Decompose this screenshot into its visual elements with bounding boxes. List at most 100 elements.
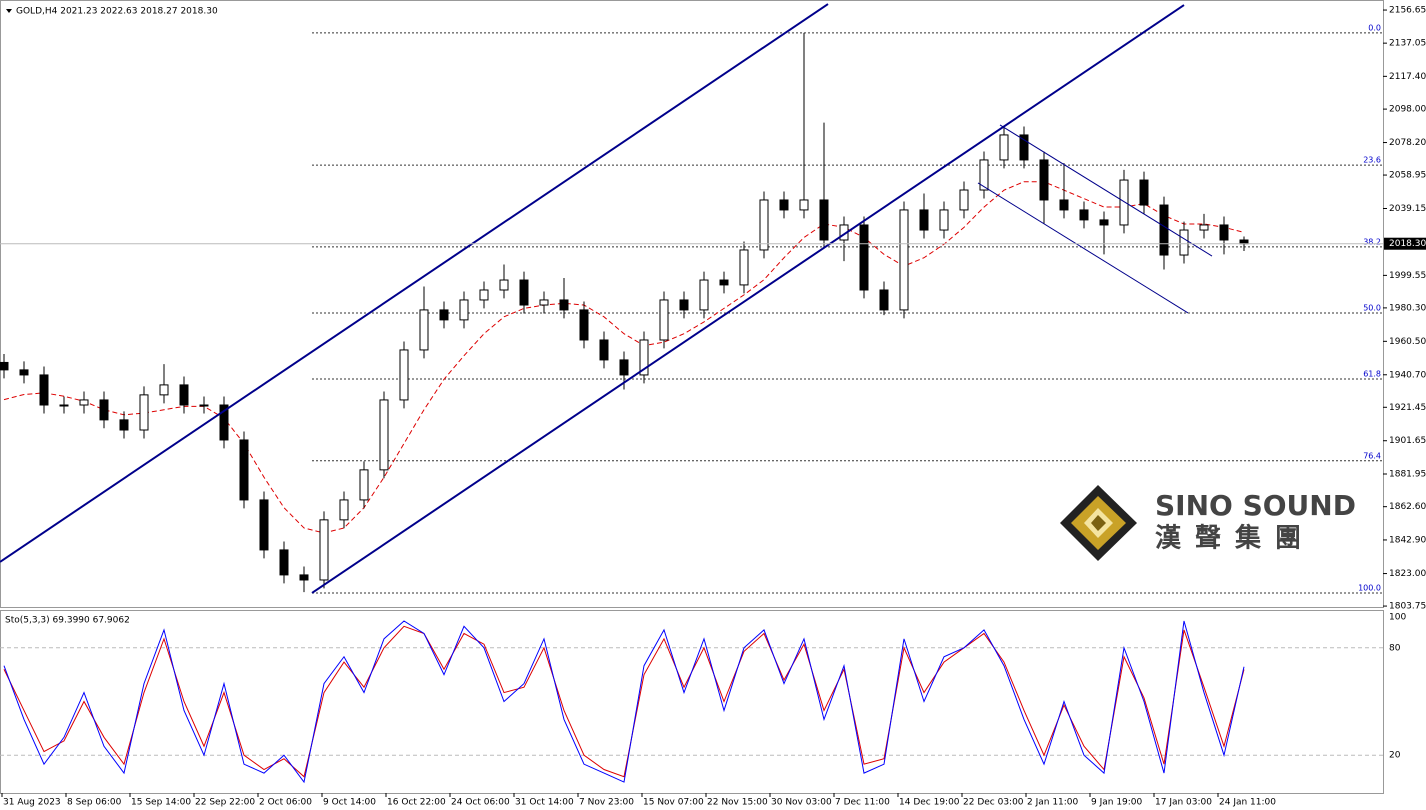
trendline	[0, 3, 829, 563]
y-tick-label: 1803.75	[1389, 602, 1426, 612]
stochastic-d	[3, 625, 1245, 778]
candle-body	[99, 399, 109, 421]
y-tick-label: 1862.60	[1389, 502, 1426, 512]
fibo-label: 38.2	[1363, 237, 1381, 246]
x-tick-label: 7 Dec 11:00	[835, 798, 890, 808]
fibo-label: 76.4	[1363, 451, 1381, 460]
y-tick-label: 1823.00	[1389, 569, 1426, 579]
candle-body	[519, 279, 529, 306]
stochastic-tick-label: 80	[1389, 643, 1401, 653]
candle-body	[419, 309, 429, 351]
candle-body	[639, 339, 649, 376]
candle-body	[19, 369, 29, 376]
candle-body	[659, 299, 669, 341]
candle-body	[1079, 209, 1089, 221]
candle-body	[719, 279, 729, 286]
stochastic-tick-label: 100	[1389, 613, 1406, 623]
x-tick-label: 15 Sep 14:00	[131, 798, 191, 808]
x-tick-label: 9 Oct 14:00	[323, 798, 376, 808]
trendline	[999, 124, 1213, 257]
candle-body	[919, 209, 929, 231]
y-tick-label: 1940.70	[1389, 370, 1426, 380]
candle-body	[879, 289, 889, 311]
candle-body	[1239, 239, 1249, 245]
x-tick-label: 24 Jan 11:00	[1219, 798, 1276, 808]
candle-body	[939, 209, 949, 231]
fibo-label: 50.0	[1363, 303, 1381, 312]
trendline	[311, 4, 1185, 594]
stochastic-title: Sto(5,3,3) 69.3990 67.9062	[5, 616, 130, 626]
watermark-name: SINO SOUND	[1155, 489, 1356, 522]
x-tick-label: 15 Nov 07:00	[643, 798, 704, 808]
trendline	[977, 182, 1189, 314]
y-tick-label: 1881.95	[1389, 469, 1426, 479]
candle-body	[79, 399, 89, 406]
y-tick-label: 1980.30	[1389, 303, 1426, 313]
fibo-label: 100.0	[1358, 583, 1381, 592]
candle-body	[819, 199, 829, 241]
stochastic-tick-label: 20	[1389, 751, 1401, 761]
candle-body	[739, 249, 749, 286]
candle-body	[199, 404, 209, 407]
candle-body	[139, 394, 149, 431]
stochastic-plot	[0, 620, 1383, 784]
fibo-label: 23.6	[1363, 156, 1381, 165]
candle-body	[759, 199, 769, 251]
candle-body	[299, 574, 309, 581]
candle-body	[999, 134, 1009, 161]
candle-body	[499, 279, 509, 291]
y-tick-label: 1901.65	[1389, 436, 1426, 446]
main-pane	[0, 0, 1384, 608]
candle-body	[579, 309, 589, 341]
candle-body	[599, 339, 609, 361]
stochastic-pane	[0, 610, 1384, 794]
candle-body	[699, 279, 709, 311]
x-tick-label: 16 Oct 22:00	[387, 798, 446, 808]
x-tick-label: 24 Oct 06:00	[451, 798, 510, 808]
x-tick-label: 9 Jan 19:00	[1091, 798, 1143, 808]
candle-body	[859, 224, 869, 291]
candle-body	[179, 384, 189, 406]
y-tick-label: 2078.20	[1389, 138, 1426, 148]
x-tick-label: 8 Sep 06:00	[67, 798, 122, 808]
candle-body	[1059, 199, 1069, 211]
x-tick-label: 31 Oct 14:00	[515, 798, 574, 808]
candle-body	[1119, 179, 1129, 226]
fibo-label: 0.0	[1368, 23, 1381, 32]
candle-body	[459, 299, 469, 321]
y-tick-label: 1960.50	[1389, 337, 1426, 347]
candle-body	[279, 549, 289, 576]
x-tick-label: 22 Nov 15:00	[707, 798, 768, 808]
candle-body	[1159, 204, 1169, 256]
candle-body	[899, 209, 909, 311]
menu-arrow	[6, 9, 12, 13]
candle-body	[679, 299, 689, 311]
candle-body	[1019, 134, 1029, 161]
y-tick-label: 1999.55	[1389, 271, 1426, 281]
candle-body	[1199, 224, 1209, 231]
candle-body	[439, 309, 449, 321]
candle-body	[979, 159, 989, 191]
watermark-chinese: 漢聲集團	[1155, 523, 1315, 554]
candle-body	[479, 289, 489, 301]
candle-body	[119, 419, 129, 431]
candle-body	[339, 499, 349, 521]
y-tick-label: 2098.00	[1389, 105, 1426, 115]
x-tick-label: 17 Jan 03:00	[1155, 798, 1212, 808]
candle-body	[1179, 229, 1189, 256]
candle-body	[159, 384, 169, 396]
moving-average	[3, 181, 1245, 534]
candle-body	[1219, 224, 1229, 241]
candle-body	[219, 404, 229, 441]
fibo-label: 61.8	[1363, 370, 1381, 379]
x-tick-label: 31 Aug 2023	[3, 798, 61, 808]
x-tick-label: 22 Dec 03:00	[963, 798, 1024, 808]
chart-title: GOLD,H4 2021.23 2022.63 2018.27 2018.30	[16, 7, 218, 17]
candle-body	[399, 349, 409, 401]
y-tick-label: 2039.15	[1389, 204, 1426, 214]
current-price-label: 2018.30	[1389, 239, 1426, 249]
y-tick-label: 2117.40	[1389, 72, 1426, 82]
x-tick-label: 7 Nov 23:00	[579, 798, 634, 808]
x-tick-label: 2 Jan 11:00	[1027, 798, 1079, 808]
